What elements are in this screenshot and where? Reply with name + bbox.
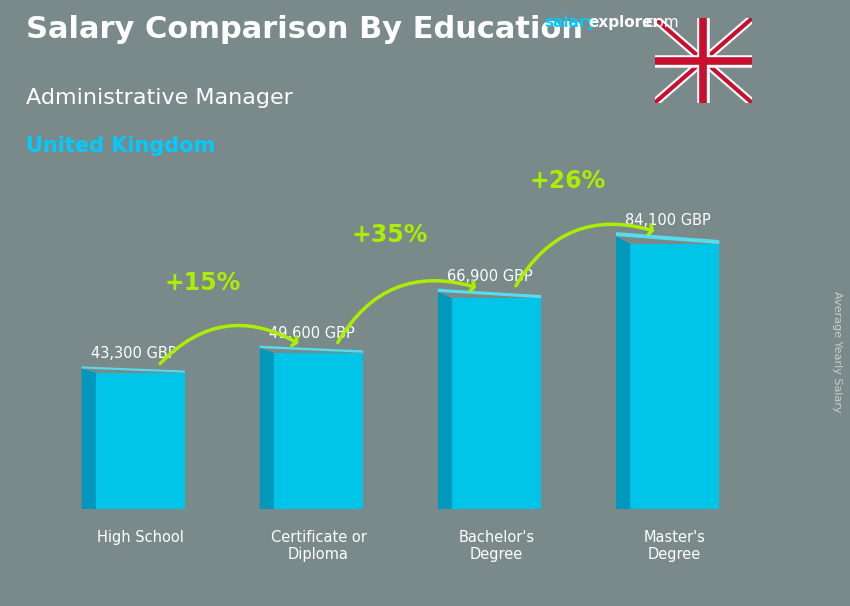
Text: High School: High School	[97, 530, 184, 545]
FancyBboxPatch shape	[274, 353, 363, 509]
Text: Bachelor's
Degree: Bachelor's Degree	[459, 530, 535, 562]
Text: Salary Comparison By Education: Salary Comparison By Education	[26, 15, 582, 44]
Polygon shape	[616, 236, 630, 509]
Polygon shape	[82, 368, 96, 509]
Text: United Kingdom: United Kingdom	[26, 136, 215, 156]
Text: +26%: +26%	[530, 169, 606, 193]
Text: Certificate or
Diploma: Certificate or Diploma	[270, 530, 366, 562]
Text: Master's
Degree: Master's Degree	[643, 530, 706, 562]
Polygon shape	[82, 367, 185, 373]
Polygon shape	[616, 232, 719, 244]
Polygon shape	[260, 345, 363, 353]
Text: salary: salary	[544, 15, 597, 30]
Text: .com: .com	[641, 15, 678, 30]
FancyBboxPatch shape	[452, 298, 541, 509]
Polygon shape	[260, 348, 274, 509]
Text: 43,300 GBP: 43,300 GBP	[91, 347, 176, 361]
Polygon shape	[438, 292, 452, 509]
Text: 66,900 GBP: 66,900 GBP	[447, 269, 533, 284]
Polygon shape	[438, 288, 541, 298]
Text: +15%: +15%	[165, 271, 241, 295]
FancyBboxPatch shape	[630, 244, 719, 509]
FancyBboxPatch shape	[96, 373, 185, 509]
Text: 49,600 GBP: 49,600 GBP	[269, 326, 354, 341]
Text: explorer: explorer	[588, 15, 660, 30]
Text: Average Yearly Salary: Average Yearly Salary	[832, 291, 842, 412]
Text: +35%: +35%	[352, 223, 428, 247]
Text: Administrative Manager: Administrative Manager	[26, 88, 292, 108]
Text: 84,100 GBP: 84,100 GBP	[625, 213, 711, 228]
